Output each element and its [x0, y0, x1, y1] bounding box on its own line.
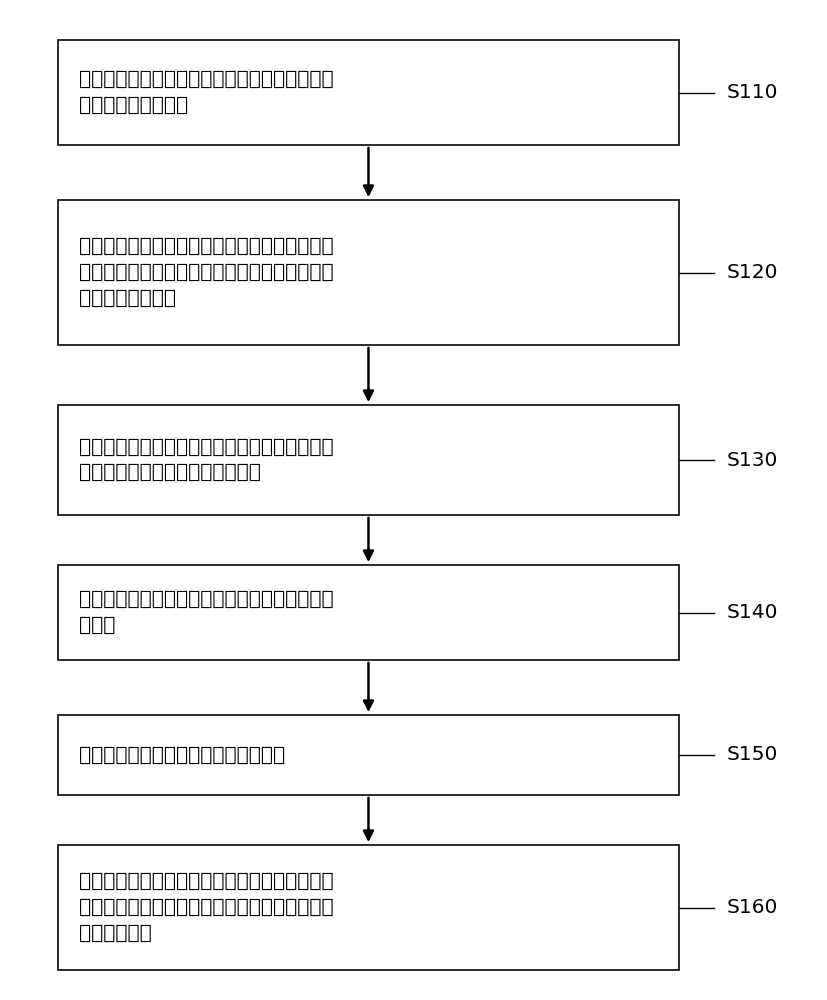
Text: 将第二陶瓷浆料流延在第一陶瓷介质膜及内电极
膜上，烘干后形成第二陶瓷介质膜: 将第二陶瓷浆料流延在第一陶瓷介质膜及内电极 膜上，烘干后形成第二陶瓷介质膜 — [79, 438, 333, 482]
Text: 将多个层叠单元膜进行层叠得到层叠体: 将多个层叠单元膜进行层叠得到层叠体 — [79, 746, 284, 764]
Bar — [58, 845, 678, 970]
Text: 采用丝网印刷在第一陶瓷介质膜上印刷内电极图
案，烘干后形成覆盖在第一陶瓷介质膜表面的部
分区域的内电极膜: 采用丝网印刷在第一陶瓷介质膜上印刷内电极图 案，烘干后形成覆盖在第一陶瓷介质膜表… — [79, 237, 333, 308]
Text: 分割层叠单元膜带并从基板上剥离得到多个层叠
单元膜: 分割层叠单元膜带并从基板上剥离得到多个层叠 单元膜 — [79, 590, 333, 635]
Bar — [58, 200, 678, 345]
Text: S160: S160 — [725, 898, 777, 917]
Text: S110: S110 — [725, 83, 777, 102]
Text: S140: S140 — [725, 603, 777, 622]
Bar — [58, 40, 678, 145]
Text: 将层叠体进行压合、切割后得到多个独立的层叠
体，将多个独立的层叠体进行烧结后得到多个多
层陶瓷电容器: 将层叠体进行压合、切割后得到多个独立的层叠 体，将多个独立的层叠体进行烧结后得到… — [79, 872, 333, 943]
Bar — [58, 565, 678, 660]
Text: 将第一陶瓷浆料流延在基板上，烘干后在基板上
形成第一陶瓷介质膜: 将第一陶瓷浆料流延在基板上，烘干后在基板上 形成第一陶瓷介质膜 — [79, 70, 333, 115]
Bar — [58, 405, 678, 515]
Text: S120: S120 — [725, 263, 777, 282]
Text: S130: S130 — [725, 450, 777, 470]
Bar — [58, 715, 678, 795]
Text: S150: S150 — [725, 746, 777, 764]
